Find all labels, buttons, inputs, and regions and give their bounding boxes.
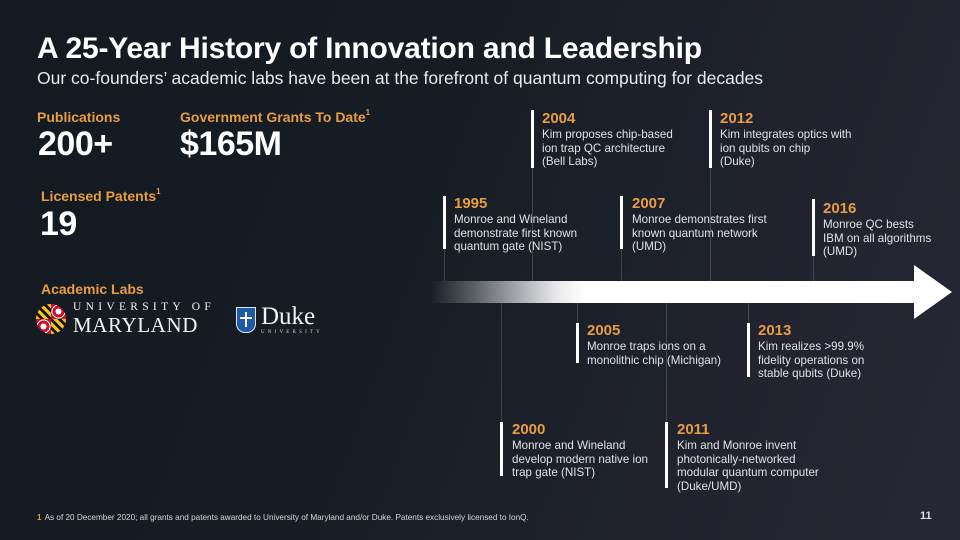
event-marker (665, 422, 668, 488)
footnote-ref: 1 (365, 108, 371, 117)
event-marker (747, 323, 750, 377)
timeline-connector (710, 110, 711, 281)
footnote-text: As of 20 December 2020; all grants and p… (44, 513, 529, 522)
event-marker (500, 422, 503, 476)
event-year: 2000 (512, 421, 546, 438)
publications-label: Publications (37, 109, 120, 125)
timeline-event-2016: 2016 Monroe QC bests IBM on all algorith… (823, 200, 931, 259)
page-number: 11 (920, 510, 932, 522)
duke-sub: UNIVERSITY (261, 330, 323, 335)
maryland-flag-icon (36, 304, 66, 334)
event-year: 2004 (542, 110, 576, 127)
duke-wordmark: Duke UNIVERSITY (261, 304, 323, 335)
grants-label: Government Grants To Date1 (180, 108, 371, 125)
event-description: Monroe and Wineland demonstrate first kn… (454, 213, 578, 253)
footnote-ref: 1 (156, 187, 161, 196)
event-description: Kim and Monroe invent photonically-netwo… (677, 439, 819, 493)
event-year: 2011 (677, 421, 710, 438)
event-description: Kim realizes >99.9% fidelity operations … (758, 340, 865, 380)
timeline-event-2004: 2004 Kim proposes chip-based ion trap QC… (542, 110, 673, 169)
timeline-event-2013: 2013 Kim realizes >99.9% fidelity operat… (758, 322, 864, 381)
timeline-connector (501, 303, 502, 423)
patents-label: Licensed Patents1 (41, 187, 161, 204)
event-year: 2012 (720, 110, 754, 127)
event-description: Kim integrates optics with ion qubits on… (720, 128, 852, 168)
event-description: Kim proposes chip-based ion trap QC arch… (542, 128, 673, 168)
event-marker (531, 110, 534, 168)
timeline-arrow-shaft (430, 281, 915, 303)
timeline-event-2007: 2007 Monroe demonstrates first known qua… (632, 195, 767, 254)
timeline-event-2012: 2012 Kim integrates optics with ion qubi… (720, 110, 851, 169)
event-marker (709, 110, 712, 168)
grants-value: $165M (180, 125, 282, 163)
event-year: 2005 (587, 322, 621, 339)
umd-line1: UNIVERSITY OF (73, 301, 216, 314)
event-year: 2016 (823, 200, 857, 217)
timeline-connector (577, 303, 578, 323)
event-description: Monroe and Wineland develop modern nativ… (512, 439, 648, 479)
footnote: 1 As of 20 December 2020; all grants and … (37, 513, 529, 522)
event-year: 2013 (758, 322, 792, 339)
publications-value: 200+ (38, 125, 113, 163)
event-marker (443, 196, 446, 249)
slide-subtitle: Our co-founders’ academic labs have been… (37, 68, 764, 88)
umd-logo: UNIVERSITY OF MARYLAND (36, 302, 215, 336)
timeline-event-1995: 1995 Monroe and Wineland demonstrate fir… (454, 195, 577, 254)
footnote-number: 1 (37, 513, 42, 522)
duke-shield-icon (236, 306, 256, 333)
event-description: Monroe QC bests IBM on all algorithms (U… (823, 218, 932, 258)
timeline-connector (666, 303, 667, 423)
timeline-event-2000: 2000 Monroe and Wineland develop modern … (512, 421, 648, 480)
event-description: Monroe traps ions on a monolithic chip (… (587, 340, 722, 367)
duke-logo: Duke UNIVERSITY (236, 304, 323, 335)
academic-labs-label: Academic Labs (41, 281, 144, 297)
umd-line2: MARYLAND (73, 312, 198, 337)
event-marker (620, 196, 623, 249)
duke-name: Duke (261, 303, 316, 330)
timeline-connector (532, 110, 533, 281)
event-year: 2007 (632, 195, 666, 212)
event-year: 1995 (454, 195, 488, 212)
slide-title: A 25-Year History of Innovation and Lead… (37, 32, 702, 65)
publications-label-text: Publications (37, 109, 121, 125)
timeline-connector (748, 303, 749, 323)
patents-label-text: Licensed Patents (41, 188, 157, 204)
event-description: Monroe demonstrates first known quantum … (632, 213, 767, 253)
timeline-event-2011: 2011 Kim and Monroe invent photonically-… (677, 421, 819, 493)
patents-value: 19 (40, 205, 77, 243)
timeline-event-2005: 2005 Monroe traps ions on a monolithic c… (587, 322, 721, 367)
grants-label-text: Government Grants To Date (180, 109, 366, 125)
event-marker (812, 199, 815, 256)
right-arrow-icon (914, 265, 952, 319)
event-marker (576, 323, 579, 363)
umd-wordmark: UNIVERSITY OF MARYLAND (73, 302, 215, 336)
